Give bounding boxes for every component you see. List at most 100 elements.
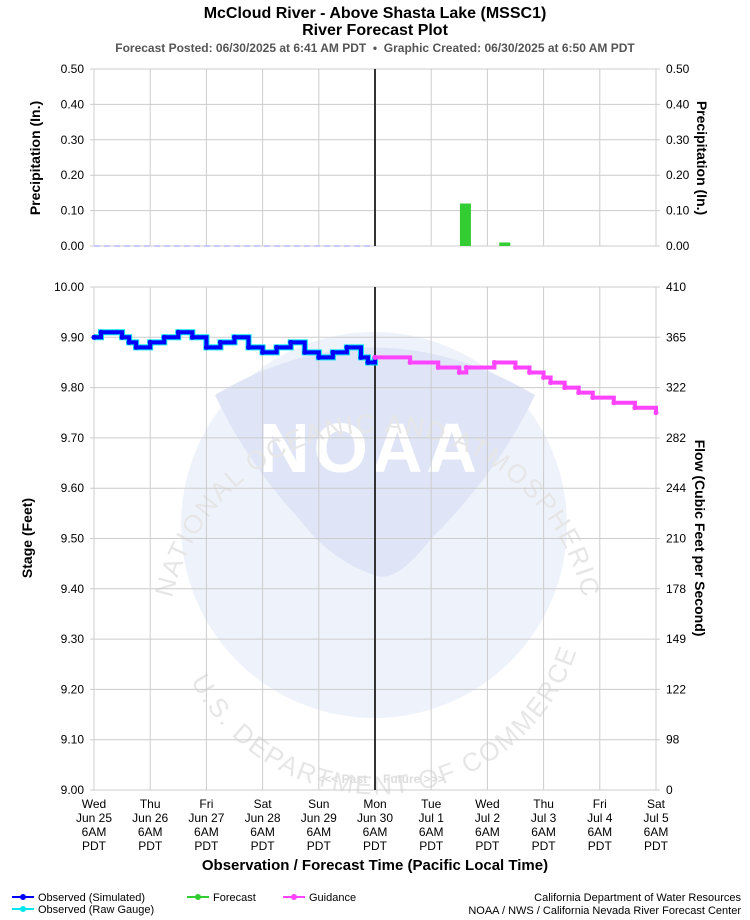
precip-left-tick: 0.10 <box>61 204 85 218</box>
x-tick-line: PDT <box>419 839 444 853</box>
x-tick-line: PDT <box>532 839 557 853</box>
x-tick-line: Sat <box>254 797 273 811</box>
x-tick-label: Sun Jun 29 6AM PDT <box>301 797 337 853</box>
x-tick-line: PDT <box>475 839 500 853</box>
observed-point <box>232 334 237 340</box>
legend-marker-observed-raw <box>20 906 26 912</box>
x-tick-label: Wed Jun 25 6AM PDT <box>76 797 112 853</box>
x-tick-line: Jun 29 <box>301 811 337 825</box>
stage-tick: 9.20 <box>61 682 85 696</box>
precip-left-tick: 0.00 <box>61 239 85 253</box>
x-axis-label: Observation / Forecast Time (Pacific Loc… <box>202 857 548 874</box>
x-tick-line: 6AM <box>531 825 556 839</box>
precip-right-tick: 0.40 <box>666 97 690 111</box>
x-tick-label: Fri Jun 27 6AM PDT <box>188 797 224 853</box>
x-tick-line: Sun <box>308 797 329 811</box>
flow-tick: 178 <box>666 582 686 596</box>
legend-marker-forecast <box>195 894 201 900</box>
precip-left-tick: 0.40 <box>61 97 85 111</box>
stage-tick: 9.60 <box>61 481 85 495</box>
x-tick-line: Jun 25 <box>76 811 112 825</box>
watermark-logo-text: NOAA <box>259 409 481 487</box>
legend-marker-observed-simulated <box>20 894 26 900</box>
guidance-point <box>632 405 638 411</box>
guidance-point <box>407 359 413 365</box>
precip-left-tick: 0.50 <box>61 62 85 76</box>
x-tick-line: Jul 1 <box>419 811 445 825</box>
stage-axis-label: Stage (Feet) <box>19 498 35 578</box>
guidance-point <box>435 364 441 370</box>
precip-right-tick: 0.00 <box>666 239 690 253</box>
x-tick-line: PDT <box>251 839 276 853</box>
observed-point <box>260 349 266 355</box>
flow-tick: 322 <box>666 381 686 395</box>
stage-tick: 9.50 <box>61 532 85 546</box>
guidance-point <box>548 380 554 386</box>
observed-point <box>119 334 125 340</box>
x-tick-label: Tue Jul 1 6AM PDT <box>419 797 445 853</box>
flow-axis-label: Flow (Cubic Feet per Second) <box>692 440 708 637</box>
x-tick-line: Jun 27 <box>188 811 224 825</box>
posted-line: Forecast Posted: 06/30/2025 at 6:41 AM P… <box>115 41 635 55</box>
guidance-point <box>527 370 533 376</box>
x-tick-line: PDT <box>588 839 613 853</box>
precip-right-tick: 0.20 <box>666 168 690 182</box>
guidance-point <box>513 364 518 370</box>
observed-point <box>358 354 364 360</box>
x-tick-line: 6AM <box>475 825 500 839</box>
x-tick-label: Thu Jul 3 6AM PDT <box>531 797 557 853</box>
x-tick-line: 6AM <box>194 825 219 839</box>
precip-right-tick: 0.50 <box>666 62 690 76</box>
flow-tick: 149 <box>666 632 686 646</box>
flow-tick: 244 <box>666 481 686 495</box>
precip-left-tick: 0.30 <box>61 133 85 147</box>
observed-point <box>288 339 294 345</box>
x-tick-line: Jul 2 <box>475 811 501 825</box>
stage-tick: 9.90 <box>61 330 85 344</box>
credit-cnrfc: NOAA / NWS / California Nevada River For… <box>468 905 741 917</box>
x-tick-line: Jul 5 <box>643 811 669 825</box>
legend-observed-raw: Observed (Raw Gauge) <box>12 904 154 916</box>
chart-subtitle: River Forecast Plot <box>302 22 449 39</box>
precip-right-tick: 0.30 <box>666 133 690 147</box>
stage-tick: 10.00 <box>54 280 84 294</box>
observed-point <box>147 339 153 345</box>
x-tick-line: Tue <box>421 797 442 811</box>
legend-label-observed-simulated: Observed (Simulated) <box>38 892 145 904</box>
x-tick-label: Fri Jul 4 6AM PDT <box>587 797 613 853</box>
precip-left-tick: 0.20 <box>61 168 85 182</box>
guidance-point <box>576 390 582 396</box>
x-tick-line: PDT <box>138 839 163 853</box>
flow-tick: 410 <box>666 280 686 294</box>
x-tick-line: Thu <box>533 797 554 811</box>
observed-point <box>246 344 252 350</box>
credit-dwr: California Department of Water Resources <box>534 892 741 904</box>
stage-tick: 9.00 <box>61 783 85 797</box>
observed-point <box>133 344 139 350</box>
future-label: Future >>> <box>383 772 445 786</box>
stage-panel: 9.00 0 9.10 98 9.20 122 9.30 149 9.40 178 9.50 210 9… <box>54 280 686 797</box>
x-tick-line: 6AM <box>82 825 107 839</box>
observed-point <box>98 329 104 335</box>
observed-point <box>274 344 280 350</box>
guidance-point <box>463 364 469 370</box>
guidance-point <box>456 370 462 376</box>
x-tick-line: 6AM <box>644 825 669 839</box>
guidance-point <box>562 385 568 391</box>
observed-point <box>330 349 336 355</box>
legend: Observed (Simulated) Observed (Raw Gauge… <box>12 892 356 916</box>
x-tick-line: Jul 4 <box>587 811 613 825</box>
flow-tick: 98 <box>666 733 680 747</box>
x-tick-label: Thu Jun 26 6AM PDT <box>132 797 168 853</box>
precip-panel: 0.00 0.00 0.10 0.10 0.20 0.20 0.30 0.30 0.40 0.40… <box>61 62 690 253</box>
x-tick-line: PDT <box>82 839 107 853</box>
stage-tick: 9.30 <box>61 632 85 646</box>
legend-label-observed-raw: Observed (Raw Gauge) <box>38 904 154 916</box>
observed-point <box>344 344 350 350</box>
x-tick-line: 6AM <box>363 825 388 839</box>
flow-tick: 0 <box>666 783 673 797</box>
precip-right-axis-label: Precipitation (In.) <box>694 101 710 215</box>
x-tick-line: Wed <box>82 797 106 811</box>
